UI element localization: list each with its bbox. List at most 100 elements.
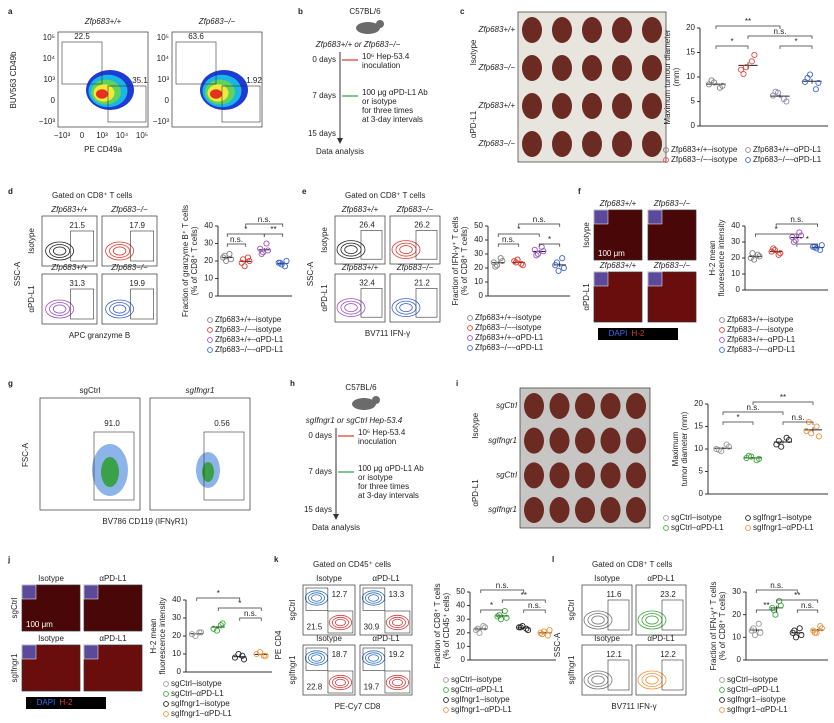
dot [792, 237, 799, 244]
y-tick-label: 0 [51, 96, 56, 105]
contour [336, 240, 366, 260]
legend-marker [443, 697, 449, 703]
y-tick-label: 0 [177, 667, 182, 676]
density [210, 89, 222, 99]
sig-bracket [755, 233, 798, 237]
y-tick-label: 0 [479, 291, 484, 300]
legend-marker [663, 525, 669, 531]
inset [647, 271, 663, 287]
sig-bracket [538, 243, 561, 247]
tumour [642, 17, 662, 43]
y-tick-label: 0 [209, 291, 214, 300]
sig-bracket [196, 597, 241, 601]
dot [496, 612, 503, 619]
dot [503, 614, 510, 621]
x-axis-label: BV786 CD119 (IFNγR1) [102, 517, 188, 526]
gate-value: 11.6 [607, 590, 623, 599]
col-label: αPD-L1 [372, 574, 400, 583]
legend-label: Zfp683+/+–isotype [727, 315, 794, 324]
x-tick-label: 10³ [96, 131, 108, 140]
dot [743, 64, 750, 71]
tumour [549, 393, 570, 419]
dot [546, 627, 553, 634]
col-label: Zfp683+/+ [50, 263, 88, 272]
tumour [642, 131, 662, 157]
day: 7 days [312, 91, 336, 100]
y-tick-label: 10 [204, 274, 213, 283]
dot [511, 257, 518, 265]
panel-label: c [460, 7, 465, 16]
dot [531, 246, 538, 253]
dot [555, 267, 562, 274]
legend-marker [467, 345, 473, 351]
dot [217, 622, 224, 629]
sig-bracket [239, 617, 262, 621]
sig-label: * [730, 37, 733, 46]
legend-label: sgCtrl–isotype [171, 679, 222, 688]
contour [391, 240, 421, 260]
tumour [524, 462, 544, 489]
sig-bracket [755, 609, 778, 613]
step-text: at 3-day intervals [358, 491, 419, 500]
sig-bracket [775, 223, 818, 227]
stain-label: H-2 [60, 698, 73, 707]
gate-value: 18.7 [332, 650, 348, 659]
col-label: Isotype [316, 634, 342, 643]
contour [328, 674, 353, 691]
mouse-icon [376, 20, 384, 28]
sig-label: ** [763, 601, 769, 610]
y-tick-label: 10⁵ [157, 33, 169, 42]
y-tick-label: 30 [456, 614, 465, 623]
contour [391, 618, 403, 627]
contour [109, 244, 131, 258]
tumour [626, 427, 646, 454]
dot [818, 242, 825, 249]
legend-label: Zfp683−/−–isotype [475, 323, 542, 332]
density [202, 462, 214, 482]
dot [559, 255, 566, 262]
tumour [552, 93, 572, 119]
y-axis-label: Fraction of granzyme B⁺ T cells [181, 205, 190, 317]
sig-label: * [238, 599, 241, 608]
sig-bracket [245, 223, 284, 227]
contour [308, 652, 325, 664]
contour [328, 614, 353, 631]
dot [499, 257, 506, 265]
contour [112, 304, 127, 314]
inset [83, 644, 99, 660]
dot [197, 629, 205, 636]
legend-marker [467, 325, 473, 331]
gate-value: 19.2 [389, 650, 405, 659]
sig-bracket [752, 401, 814, 405]
dot [719, 82, 726, 89]
contour [334, 618, 346, 627]
gate [661, 659, 684, 691]
contour [52, 304, 67, 314]
dot [219, 620, 226, 627]
sig-label: * [794, 37, 797, 46]
legend-label: Zfp683+/+–αPD-L1 [753, 145, 822, 154]
row-label: αPD-L1 [320, 284, 329, 312]
y-tick-label: 10 [172, 649, 181, 658]
legend-marker [467, 315, 473, 321]
legend-marker [467, 335, 473, 341]
sig-bracket [497, 233, 540, 237]
contour [365, 592, 382, 604]
gate [130, 288, 155, 320]
sig-bracket [226, 243, 247, 247]
contour [368, 594, 379, 602]
gate [360, 230, 383, 260]
dot [560, 264, 567, 272]
y-tick-label: 20 [686, 23, 695, 32]
legend-label: sgCtrl–isotype [727, 675, 778, 684]
legend-marker [443, 687, 449, 693]
dot [240, 656, 248, 663]
sig-label: n.s. [258, 215, 271, 224]
row-label: sgIfngr1 [288, 655, 297, 684]
legend-marker [745, 515, 751, 521]
y-axis-label: Fraction of IFN-γ⁺ T cells [709, 582, 718, 671]
gate [305, 587, 329, 611]
dot [553, 259, 560, 266]
dot [501, 607, 508, 615]
condition-label: αPD-L1 [471, 479, 480, 507]
